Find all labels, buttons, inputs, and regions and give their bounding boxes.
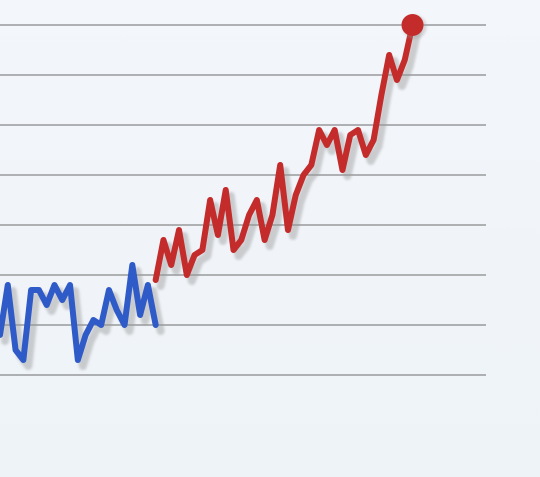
series-line-1: [0, 262, 159, 363]
series-shadow-2: [156, 27, 422, 290]
series-lines: [0, 22, 416, 363]
end-marker: [401, 14, 424, 36]
markers: [401, 14, 427, 39]
series-line-2: [152, 22, 416, 283]
